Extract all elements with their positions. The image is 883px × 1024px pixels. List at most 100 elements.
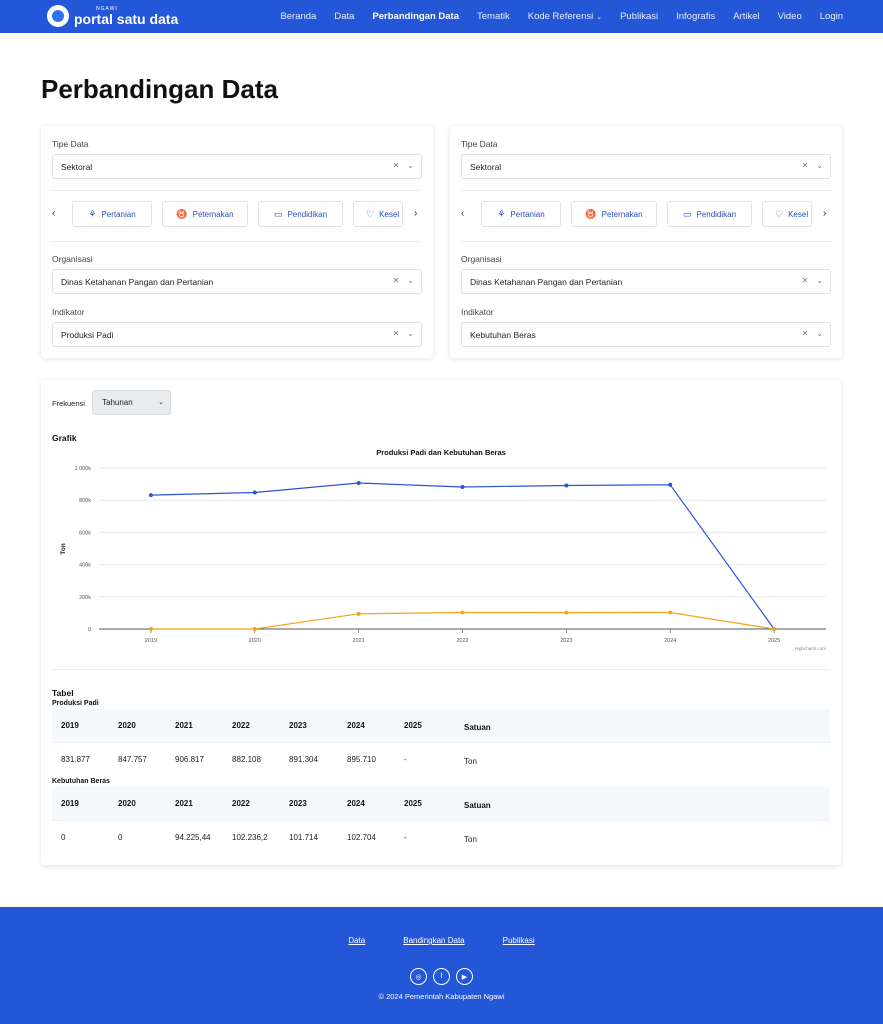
nav-item-tematik[interactable]: Tematik: [477, 11, 510, 22]
tipe-data-value: Sektoral: [470, 161, 502, 172]
tipe-data-select[interactable]: Sektoral ✕ ⌄: [52, 154, 422, 179]
table-cell: -: [404, 833, 407, 842]
series-line-1: [150, 611, 775, 630]
plant-icon: ⚘: [497, 208, 506, 219]
nav-item-artikel[interactable]: Artikel: [733, 11, 760, 22]
chevron-down-icon[interactable]: ⌄: [407, 276, 414, 285]
nav-item-infografis[interactable]: Infografis: [676, 11, 716, 22]
divider: [461, 241, 831, 242]
clear-icon[interactable]: ✕: [801, 161, 809, 170]
chevron-down-icon[interactable]: ⌄: [816, 161, 823, 170]
y-tick-label: 0: [88, 627, 91, 633]
chevron-down-icon[interactable]: ⌄: [816, 276, 823, 285]
tipe-data-label: Tipe Data: [461, 139, 498, 149]
divider: [52, 190, 422, 191]
chevron-down-icon[interactable]: ⌄: [407, 161, 414, 170]
site-logo[interactable]: NGAWI portal satu data: [47, 5, 178, 27]
table-header-cell: 2022: [232, 799, 250, 808]
nav-item-beranda[interactable]: Beranda: [280, 11, 317, 22]
chevron-right-icon[interactable]: ›: [823, 208, 827, 219]
indikator-select[interactable]: Kebutuhan Beras ✕ ⌄: [461, 322, 831, 347]
nav-item-kode-referensi-label: Kode Referensi: [527, 11, 594, 22]
nav-item-video[interactable]: Video: [777, 11, 802, 22]
data-point[interactable]: [252, 490, 257, 495]
category-peternakan[interactable]: ♉ Peternakan: [571, 201, 657, 227]
category-label: Peternakan: [601, 209, 643, 219]
chart-credit: Highcharts.com: [795, 646, 827, 651]
book-icon: ▭: [682, 208, 692, 219]
clear-icon[interactable]: ✕: [392, 329, 400, 338]
table-header-cell: 2025: [404, 721, 422, 730]
table-cell: -: [404, 755, 407, 764]
tipe-data-value: Sektoral: [61, 161, 93, 172]
data-point[interactable]: [668, 610, 673, 615]
indikator-label: Indikator: [461, 307, 494, 317]
top-navbar: NGAWI portal satu data Beranda Data Perb…: [0, 0, 883, 33]
footer-link-data[interactable]: Data: [348, 936, 366, 945]
category-kesehatan[interactable]: ♡ Kesel: [353, 201, 403, 227]
clear-icon[interactable]: ✕: [801, 276, 809, 285]
instagram-icon[interactable]: ◎: [410, 968, 427, 985]
category-carousel: ‹ ⚘ Pertanian ♉ Peternakan ▭ Pendidikan ♡ Ke…: [461, 201, 831, 227]
table-header-cell: 2023: [289, 721, 307, 730]
footer-link-bandingkan-data[interactable]: Bandingkan Data: [403, 936, 465, 945]
data-point[interactable]: [148, 493, 153, 498]
comparison-panel-right: Tipe Data Sektoral ✕ ⌄ ‹ ⚘ Pertanian ♉ Pete…: [450, 126, 842, 358]
nav-item-kode-referensi[interactable]: Kode Referensi ⌄: [528, 11, 602, 22]
chevron-left-icon[interactable]: ‹: [461, 208, 465, 219]
table-header-cell: 2024: [347, 721, 365, 730]
table-cell: 101.714: [289, 833, 318, 842]
indikator-label: Indikator: [52, 307, 85, 317]
chevron-right-icon[interactable]: ›: [414, 208, 418, 219]
data-point[interactable]: [460, 610, 465, 615]
chevron-down-icon[interactable]: ⌄: [816, 329, 823, 338]
data-point[interactable]: [252, 627, 257, 631]
indikator-value: Produksi Padi: [61, 329, 114, 340]
category-pertanian[interactable]: ⚘ Pertanian: [72, 201, 152, 227]
organisasi-select[interactable]: Dinas Ketahanan Pangan dan Pertanian ✕ ⌄: [461, 269, 831, 294]
data-point[interactable]: [356, 611, 361, 616]
x-tick-label: 2019: [145, 638, 157, 644]
nav-item-publikasi[interactable]: Publikasi: [620, 11, 659, 22]
data-point[interactable]: [668, 482, 673, 487]
tipe-data-select[interactable]: Sektoral ✕ ⌄: [461, 154, 831, 179]
nav-item-perbandingan-data[interactable]: Perbandingan Data: [372, 11, 459, 22]
social-links: ◎ f ▶: [0, 968, 883, 985]
comparison-panel-left: Tipe Data Sektoral ✕ ⌄ ‹ ⚘ Pertanian ♉ Pete…: [41, 126, 433, 358]
nav-item-data[interactable]: Data: [334, 11, 355, 22]
chevron-down-icon: ⌄: [596, 14, 603, 21]
data-point[interactable]: [356, 481, 361, 486]
youtube-icon[interactable]: ▶: [456, 968, 473, 985]
page-title: Perbandingan Data: [41, 74, 278, 104]
category-pendidikan[interactable]: ▭ Pendidikan: [258, 201, 343, 227]
category-peternakan[interactable]: ♉ Peternakan: [162, 201, 248, 227]
data-point[interactable]: [460, 484, 465, 489]
footer-link-publikasi[interactable]: Publikasi: [502, 936, 535, 945]
data-point[interactable]: [564, 483, 569, 488]
clear-icon[interactable]: ✕: [392, 276, 400, 285]
nav-item-login[interactable]: Login: [819, 11, 843, 22]
category-carousel: ‹ ⚘ Pertanian ♉ Peternakan ▭ Pendidikan ♡ Ke…: [52, 201, 422, 227]
cow-icon: ♉: [176, 208, 188, 219]
clear-icon[interactable]: ✕: [392, 161, 400, 170]
organisasi-select[interactable]: Dinas Ketahanan Pangan dan Pertanian ✕ ⌄: [52, 269, 422, 294]
x-tick-label: 2022: [456, 638, 468, 644]
frekuensi-select[interactable]: Tahunan ⌄: [92, 390, 171, 415]
table-header-row: [52, 709, 830, 743]
indikator-select[interactable]: Produksi Padi ✕ ⌄: [52, 322, 422, 347]
category-pendidikan[interactable]: ▭ Pendidikan: [667, 201, 752, 227]
data-point[interactable]: [148, 627, 153, 631]
table-cell: 882.108: [232, 755, 261, 764]
data-point[interactable]: [564, 610, 569, 615]
category-label: Pendidikan: [287, 209, 328, 219]
clear-icon[interactable]: ✕: [801, 329, 809, 338]
category-kesehatan[interactable]: ♡ Kesel: [762, 201, 812, 227]
chevron-left-icon[interactable]: ‹: [52, 208, 56, 219]
category-label: Kesel: [788, 209, 809, 219]
facebook-icon[interactable]: f: [433, 968, 450, 985]
data-point[interactable]: [772, 627, 777, 631]
chevron-down-icon[interactable]: ⌄: [407, 329, 414, 338]
category-label: Pendidikan: [696, 209, 737, 219]
category-pertanian[interactable]: ⚘ Pertanian: [481, 201, 561, 227]
indikator-value: Kebutuhan Beras: [470, 329, 536, 340]
